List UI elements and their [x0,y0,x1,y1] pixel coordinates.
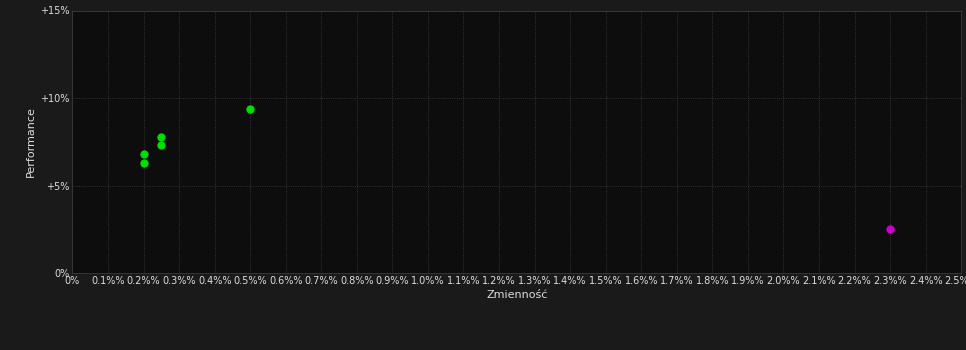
Point [136,160,152,166]
Point [882,226,897,232]
Point [154,134,169,139]
Point [242,106,258,111]
X-axis label: Zmienność: Zmienność [486,290,548,300]
Y-axis label: Performance: Performance [26,106,36,177]
Point [136,151,152,157]
Point [154,142,169,148]
